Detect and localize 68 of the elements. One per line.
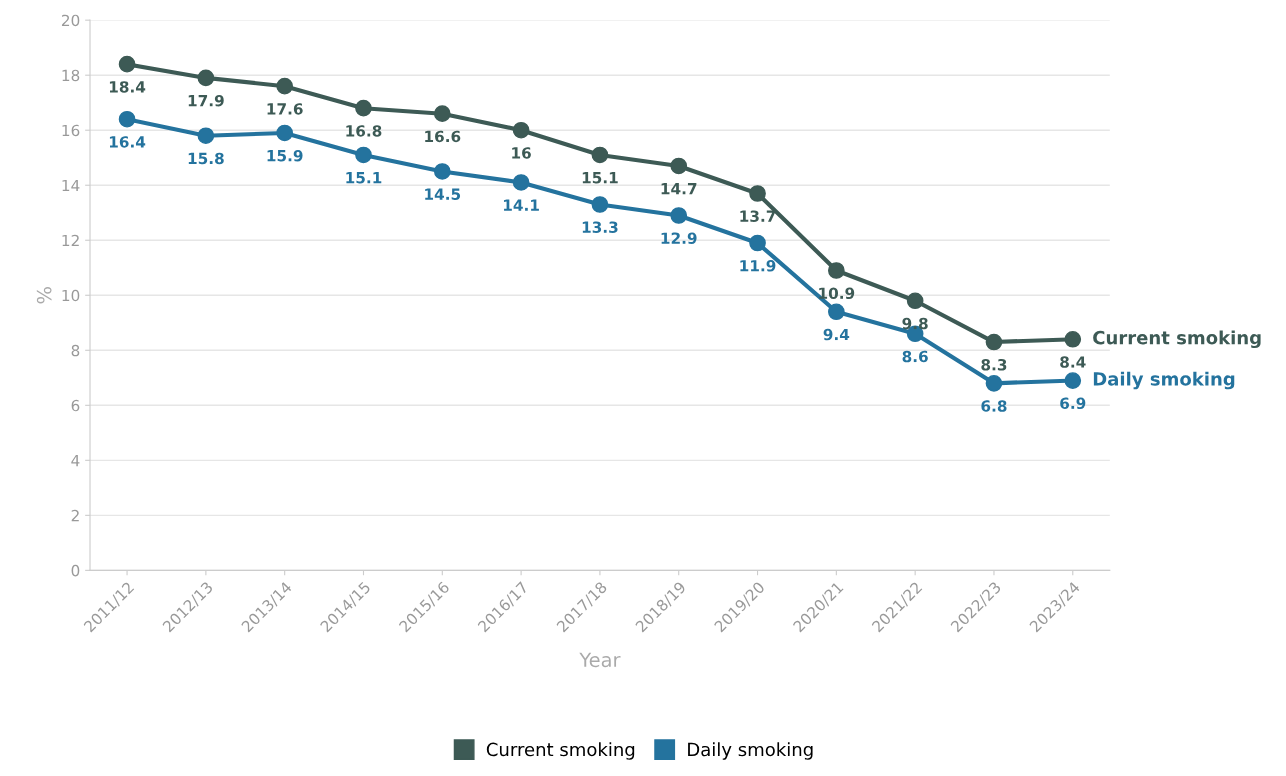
point (985, 333, 1003, 351)
data-label: 8.6 (902, 350, 928, 363)
data-label: 17.9 (188, 94, 224, 107)
data-label: 6.8 (981, 400, 1007, 412)
data-label: 11.9 (740, 259, 776, 272)
point (985, 374, 1003, 392)
point (118, 110, 136, 128)
y-tick-label: 2 (71, 509, 79, 522)
data-label: 9.8 (902, 317, 928, 330)
data-label: 14.7 (661, 183, 697, 195)
data-label: 12.9 (661, 232, 697, 244)
y-axis-title: % (36, 287, 52, 304)
data-label: 13.3 (582, 221, 618, 233)
y-tick-label: 14 (62, 179, 80, 192)
point (276, 77, 294, 95)
point (276, 124, 294, 142)
data-label: 15.1 (582, 172, 618, 184)
point (749, 234, 766, 252)
y-tick-label: 10 (62, 289, 80, 302)
point (433, 163, 451, 180)
data-label: 16.6 (425, 130, 461, 143)
point (355, 99, 372, 117)
point (828, 303, 845, 321)
data-label: 15.1 (346, 172, 382, 184)
point (906, 292, 924, 310)
point (828, 262, 845, 279)
y-tick-label: 8 (71, 344, 80, 357)
y-tick-label: 12 (62, 234, 79, 247)
text: Daily smoking (1093, 371, 1235, 390)
point (512, 174, 530, 191)
point (197, 127, 215, 145)
data-label: 16 (512, 147, 531, 159)
point (670, 157, 688, 175)
data-label: 9.4 (823, 328, 850, 341)
point (355, 146, 372, 164)
data-label: 16.8 (346, 125, 382, 137)
data-label: 13.7 (740, 210, 776, 222)
data-label: 14.5 (425, 188, 461, 200)
y-tick-label: 0 (71, 564, 80, 577)
point (118, 55, 136, 73)
legend-label: Daily smoking (688, 742, 813, 760)
data-label: 16.4 (109, 136, 146, 148)
y-tick-label: 18 (62, 69, 80, 82)
point (433, 105, 451, 123)
data-label: 15.9 (267, 149, 303, 162)
point (197, 69, 215, 87)
point (591, 146, 609, 164)
data-label: 17.6 (267, 103, 303, 115)
data-label: 8.3 (981, 358, 1007, 371)
data-label: 18.4 (109, 81, 146, 93)
point (670, 207, 688, 224)
data-label: 14.1 (503, 199, 539, 211)
x-axis-title: Year (579, 652, 621, 668)
y-tick-label: 4 (71, 454, 80, 467)
y-tick-label: 6 (71, 399, 80, 412)
data-label: 8.4 (1060, 356, 1086, 368)
point (1064, 330, 1082, 348)
data-label: 6.9 (1060, 397, 1086, 410)
text: Current smoking (1093, 330, 1261, 349)
legend-label: Current smoking (486, 742, 635, 760)
point (591, 196, 609, 213)
y-tick-label: 20 (61, 14, 80, 27)
y-tick-label: 16 (62, 124, 80, 137)
point (1064, 372, 1082, 389)
point (749, 185, 766, 202)
data-label: 10.9 (819, 287, 855, 299)
data-label: 15.8 (188, 152, 224, 165)
point (512, 121, 530, 139)
